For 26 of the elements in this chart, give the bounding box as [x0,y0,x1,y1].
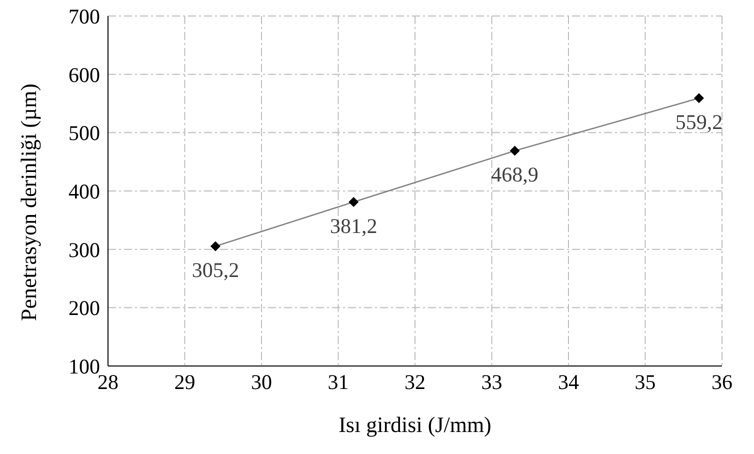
y-tick-label: 300 [68,238,100,262]
data-label: 468,9 [491,162,538,187]
x-tick-label: 36 [712,370,732,394]
point [510,146,520,156]
y-tick-label: 600 [68,62,100,87]
x-tick-label: 34 [558,370,580,394]
data-label: 559,2 [675,110,723,134]
y-axis-title: Penetrasyon derinliği (µm) [16,83,41,321]
x-tick-label: 29 [174,370,196,394]
x-tick-label: 30 [251,370,272,394]
data-label: 381,2 [330,214,378,238]
y-tick-label: 100 [68,354,100,378]
x-tick-label: 28 [98,370,118,394]
y-tick-label: 700 [68,4,100,28]
x-tick-label: 32 [404,370,426,394]
point [348,196,359,207]
point [694,93,704,104]
y-tick-label: 200 [68,296,100,320]
y-tick-label: 500 [68,121,100,146]
x-tick-label: 35 [634,370,656,394]
x-axis-title: Isı girdisi (J/mm) [338,412,492,437]
x-tick-label: 31 [328,370,349,394]
point [210,241,220,252]
data-label: 305,2 [192,258,240,282]
x-tick-label: 33 [481,370,502,394]
y-tick-label: 400 [68,179,100,204]
